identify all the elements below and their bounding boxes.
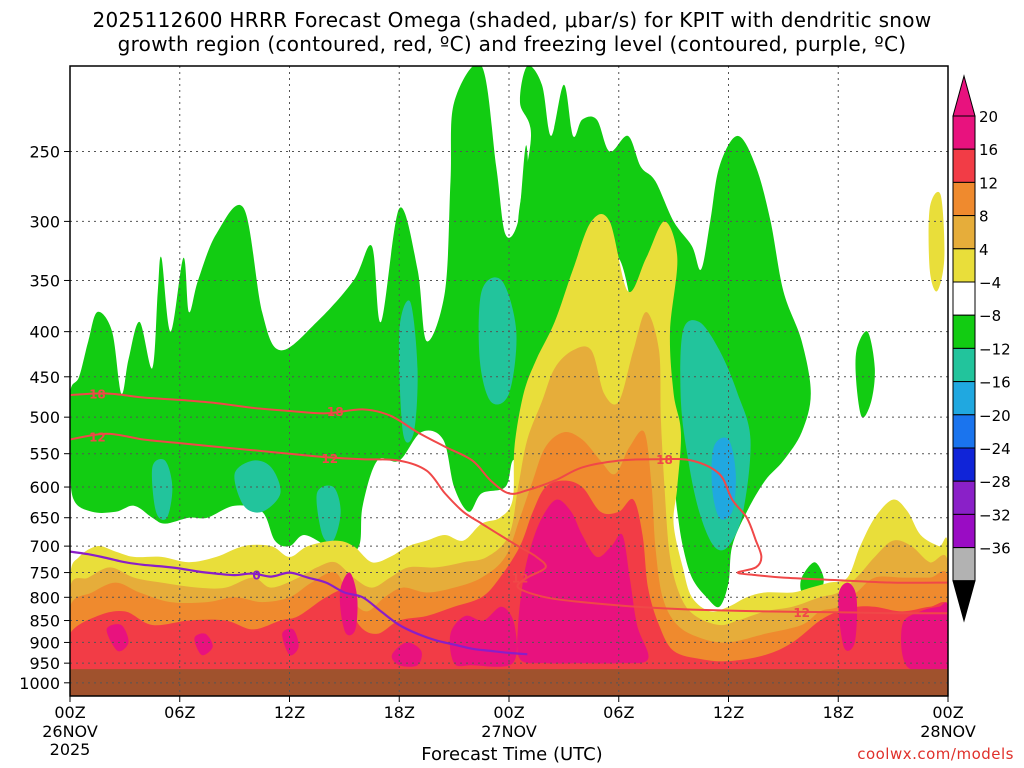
colorbar-label-11: −28 [979,473,1011,491]
y-tick-label-850: 850 [29,612,60,631]
colorbar-label-10: −24 [979,440,1011,458]
y-tick-label-350: 350 [29,271,60,290]
colorbar-label-1: 16 [979,141,998,159]
y-tick-label-500: 500 [29,408,60,427]
grid-lines [70,66,948,696]
y-tick-label-400: 400 [29,323,60,342]
colorbar-box-12 [952,513,976,549]
y-tick-label-800: 800 [29,588,60,607]
y-tick-label-550: 550 [29,445,60,464]
omega-region-minus8-5 [151,459,173,520]
x-tick-label-2: 12Z [274,703,305,722]
colorbar-label-13: −36 [979,540,1011,558]
y-tick-label-750: 750 [29,564,60,583]
x-tick-date-0: 26NOV [42,722,98,741]
omega-region-minus8-6 [234,460,281,513]
colorbar-under-arrow [952,580,976,623]
dgz-label-5: 12 [512,572,529,586]
x-tick-label-0: 00Z [54,703,85,722]
y-tick-label-650: 650 [29,509,60,528]
omega-region-20-25 [282,628,299,656]
temperature-contours: 18 18 18 12 12 12 12 0 [70,387,948,656]
dgz-contour-minus12 [70,432,948,615]
chart-title-line2: growth region (contoured, red, ºC) and f… [117,32,907,56]
dgz-label-0: 18 [89,387,106,401]
omega-region-minus4-3 [855,331,875,418]
colorbar-label-12: −32 [979,506,1011,524]
omega-region-20-22 [901,602,948,674]
x-tick-label-5: 06Z [603,703,634,722]
colorbar-label-8: −16 [979,374,1011,392]
colorbar-box-11 [952,480,976,515]
colorbar-box-9 [952,414,976,449]
colorbar-box-13 [952,547,976,582]
omega-region-20-26 [194,633,213,656]
y-tick-label-300: 300 [29,212,60,231]
dgz-label-2: 18 [656,453,673,467]
omega-region-minus8-7 [316,485,341,543]
y-tick-label-700: 700 [29,537,60,556]
freezing-label: 0 [252,569,260,583]
colorbar-box-1 [952,148,976,183]
dgz-label-3: 12 [89,431,106,445]
dgz-label-4: 12 [321,452,338,466]
colorbar-box-8 [952,381,976,416]
x-tick-label-6: 12Z [713,703,744,722]
watermark: coolwx.com/models [857,745,1014,763]
x-tick-label-4: 00Z [493,703,524,722]
colorbar-label-5: −4 [979,274,1001,292]
x-tick-label-3: 18Z [384,703,415,722]
colorbar-over-arrow [952,74,976,117]
omega-region-minus4-0 [70,66,533,557]
y-tick-label-250: 250 [29,143,60,162]
chart-title-line1: 2025112600 HRRR Forecast Omega (shaded, … [92,8,932,32]
y-axis: 250 300 350 400 450 500 550 600 650 700 750 800 850 9… [19,143,70,693]
dgz-label-6: 12 [793,606,810,620]
freezing-level-contour [70,550,528,656]
omega-region-minus8-8 [398,300,418,443]
colorbar-box-6 [952,314,976,349]
colorbar-box-5 [952,281,976,316]
colorbar-box-10 [952,447,976,482]
colorbar-label-9: −20 [979,407,1011,425]
colorbar-box-0 [952,115,976,150]
omega-region-20-18 [517,499,649,664]
colorbar-label-3: 8 [979,208,989,226]
x-axis-title: Forecast Time (UTC) [421,744,603,765]
x-tick-label-1: 06Z [164,703,195,722]
x-tick-label-8: 00Z [932,703,963,722]
omega-region-20-24 [106,624,129,652]
x-tick-year-0: 2025 [50,740,91,759]
x-tick-label-7: 18Z [823,703,854,722]
colorbar: 20 16 12 8 4 −4 −8 −12 −16 −20 −24 −28 −32 −36 [952,74,1011,623]
omega-region-20-23 [838,582,858,651]
y-tick-label-600: 600 [29,478,60,497]
colorbar-box-7 [952,347,976,383]
y-tick-label-450: 450 [29,368,60,387]
colorbar-box-3 [952,215,976,250]
y-tick-label-1000: 1000 [19,674,60,693]
colorbar-box-2 [952,181,976,217]
colorbar-label-7: −12 [979,340,1011,358]
dgz-contour-minus18 [70,392,948,584]
colorbar-label-2: 12 [979,174,998,192]
colorbar-box-4 [952,248,976,283]
colorbar-label-4: 4 [979,241,989,259]
omega-region-minus8-9 [478,277,517,405]
x-tick-date-4: 27NOV [481,722,537,741]
y-tick-label-950: 950 [29,654,60,673]
y-tick-label-900: 900 [29,633,60,652]
omega-region-20-19 [339,572,358,636]
omega-region-4-14 [928,191,945,292]
colorbar-label-0: 20 [979,108,998,126]
colorbar-label-6: −8 [979,307,1001,325]
x-tick-date-8: 28NOV [920,722,976,741]
omega-region-12-16 [70,430,948,679]
dgz-label-1: 18 [327,405,344,419]
omega-region-16-17 [70,480,948,676]
